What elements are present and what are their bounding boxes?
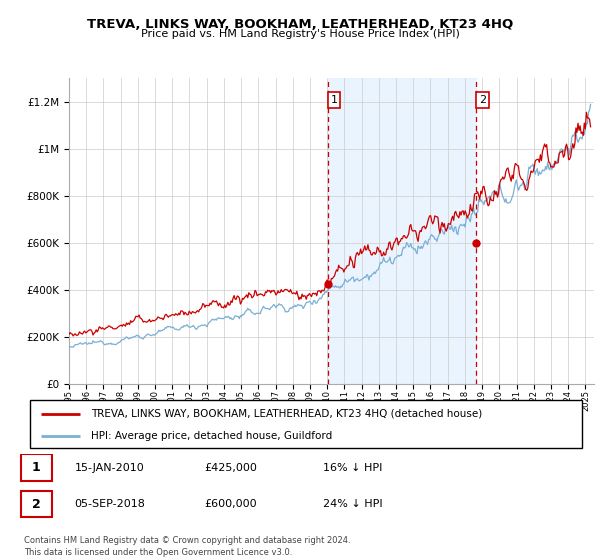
Text: 2: 2 [32,497,41,511]
Text: 24% ↓ HPI: 24% ↓ HPI [323,499,382,509]
Text: £600,000: £600,000 [204,499,257,509]
Text: 15-JAN-2010: 15-JAN-2010 [74,463,144,473]
Text: Contains HM Land Registry data © Crown copyright and database right 2024.
This d: Contains HM Land Registry data © Crown c… [24,536,350,557]
Text: HPI: Average price, detached house, Guildford: HPI: Average price, detached house, Guil… [91,431,332,441]
FancyBboxPatch shape [30,400,582,448]
Text: Price paid vs. HM Land Registry's House Price Index (HPI): Price paid vs. HM Land Registry's House … [140,29,460,39]
FancyBboxPatch shape [21,454,52,481]
Text: 1: 1 [331,95,337,105]
Text: TREVA, LINKS WAY, BOOKHAM, LEATHERHEAD, KT23 4HQ (detached house): TREVA, LINKS WAY, BOOKHAM, LEATHERHEAD, … [91,409,482,419]
Text: 05-SEP-2018: 05-SEP-2018 [74,499,145,509]
Text: 1: 1 [32,461,41,474]
Bar [328,78,476,384]
FancyBboxPatch shape [21,491,52,517]
Text: 16% ↓ HPI: 16% ↓ HPI [323,463,382,473]
Text: 2: 2 [479,95,486,105]
Text: TREVA, LINKS WAY, BOOKHAM, LEATHERHEAD, KT23 4HQ: TREVA, LINKS WAY, BOOKHAM, LEATHERHEAD, … [87,18,513,31]
Text: £425,000: £425,000 [204,463,257,473]
